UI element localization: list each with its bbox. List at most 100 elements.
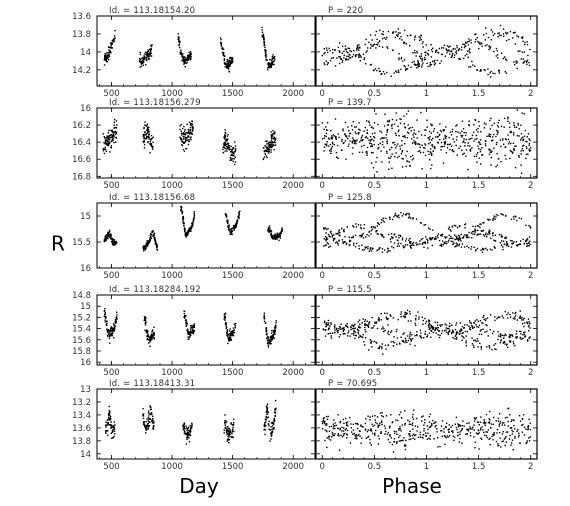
data-point — [364, 344, 366, 346]
data-point — [232, 334, 235, 337]
data-point — [513, 122, 515, 124]
data-point — [371, 346, 373, 348]
data-point — [342, 330, 344, 333]
data-point — [358, 336, 360, 338]
data-point — [266, 149, 268, 151]
data-point — [434, 146, 436, 148]
data-point — [489, 437, 491, 440]
data-point — [500, 334, 502, 336]
data-point — [480, 163, 482, 165]
data-point — [145, 429, 147, 431]
data-point — [145, 57, 148, 59]
data-point — [224, 136, 226, 139]
data-point — [474, 320, 476, 322]
data-point — [103, 316, 106, 318]
data-point — [352, 235, 354, 238]
data-point — [224, 135, 226, 137]
x-tick-label: 2000 — [282, 368, 304, 378]
data-point — [519, 336, 522, 339]
data-point — [389, 218, 391, 220]
data-point — [505, 31, 507, 34]
data-point — [502, 33, 505, 35]
data-point — [463, 43, 466, 46]
data-point — [357, 54, 360, 56]
data-point — [220, 38, 222, 41]
data-point — [391, 49, 394, 51]
data-point — [484, 45, 487, 47]
data-point — [184, 66, 186, 68]
data-point — [457, 239, 460, 241]
data-point — [235, 222, 237, 224]
data-point — [146, 337, 149, 340]
data-point — [401, 144, 403, 146]
data-point — [108, 410, 110, 412]
data-point — [406, 137, 409, 139]
data-point — [275, 322, 277, 324]
data-point — [512, 343, 515, 345]
data-point — [453, 56, 455, 59]
data-point — [229, 63, 232, 66]
data-point — [103, 64, 106, 66]
data-point — [485, 324, 487, 326]
data-point — [324, 135, 326, 137]
data-point — [368, 349, 370, 351]
data-point — [486, 330, 488, 333]
data-point — [264, 50, 267, 53]
x-tick-label: 0.5 — [368, 368, 382, 378]
data-point — [398, 214, 400, 216]
y-tick-label: 15.8 — [72, 347, 91, 357]
data-point — [404, 143, 406, 145]
data-point — [499, 342, 502, 344]
data-point — [468, 120, 470, 122]
data-point — [410, 66, 412, 68]
data-point — [392, 317, 394, 319]
data-point — [270, 136, 273, 139]
data-point — [326, 145, 328, 147]
data-point — [360, 236, 362, 238]
data-point — [192, 223, 194, 225]
data-point — [464, 330, 467, 333]
data-point — [263, 42, 265, 44]
data-point — [410, 339, 412, 341]
data-point — [334, 65, 337, 67]
data-point — [424, 143, 426, 145]
data-point — [274, 414, 276, 417]
data-point — [425, 320, 428, 323]
data-point — [386, 312, 388, 315]
data-point — [440, 53, 443, 56]
data-point — [146, 424, 149, 426]
data-point — [228, 340, 231, 342]
data-point — [223, 146, 225, 148]
data-point — [354, 141, 356, 143]
data-point — [371, 144, 373, 146]
data-point — [516, 245, 519, 247]
data-point — [330, 148, 332, 151]
data-point — [230, 431, 232, 433]
data-point — [108, 229, 111, 231]
data-point — [480, 249, 482, 251]
data-point — [231, 60, 233, 62]
data-point — [347, 47, 349, 49]
data-point — [417, 243, 419, 245]
data-point — [371, 228, 374, 230]
data-point — [150, 338, 153, 341]
data-point — [386, 131, 388, 133]
data-point — [398, 245, 400, 247]
data-point — [400, 58, 402, 60]
data-point — [423, 224, 425, 226]
data-point — [111, 242, 113, 244]
data-point — [273, 234, 275, 236]
data-point — [504, 310, 506, 313]
data-point — [104, 239, 106, 241]
data-point — [522, 334, 524, 336]
data-point — [358, 56, 360, 58]
data-point — [416, 334, 418, 336]
data-point — [482, 222, 484, 224]
data-point — [229, 334, 231, 336]
data-point — [224, 427, 227, 429]
data-point — [378, 40, 381, 42]
data-point — [277, 236, 279, 239]
data-point — [332, 240, 335, 242]
data-point — [484, 143, 487, 145]
